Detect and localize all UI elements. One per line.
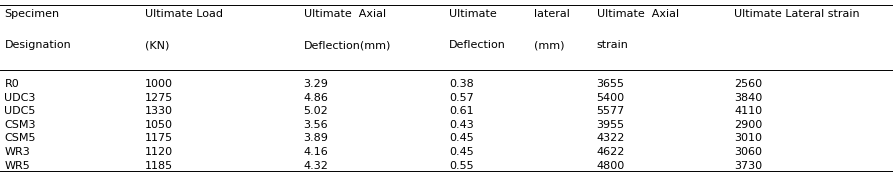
- Text: Designation: Designation: [4, 40, 71, 51]
- Text: 4322: 4322: [597, 133, 625, 143]
- Text: R0: R0: [4, 79, 20, 89]
- Text: 3010: 3010: [734, 133, 762, 143]
- Text: 3.29: 3.29: [304, 79, 329, 89]
- Text: 0.57: 0.57: [449, 93, 474, 103]
- Text: 3060: 3060: [734, 147, 762, 157]
- Text: 3.89: 3.89: [304, 133, 329, 143]
- Text: 1050: 1050: [145, 120, 172, 130]
- Text: 4.16: 4.16: [304, 147, 329, 157]
- Text: CSM5: CSM5: [4, 133, 36, 143]
- Text: (mm): (mm): [534, 40, 564, 51]
- Text: Ultimate: Ultimate: [449, 9, 497, 19]
- Text: 4.86: 4.86: [304, 93, 329, 103]
- Text: 5.02: 5.02: [304, 106, 329, 116]
- Text: Ultimate  Axial: Ultimate Axial: [304, 9, 386, 19]
- Text: 0.45: 0.45: [449, 147, 474, 157]
- Text: 3955: 3955: [597, 120, 624, 130]
- Text: 3655: 3655: [597, 79, 624, 89]
- Text: 4.32: 4.32: [304, 161, 329, 171]
- Text: 0.45: 0.45: [449, 133, 474, 143]
- Text: 4110: 4110: [734, 106, 762, 116]
- Text: 0.55: 0.55: [449, 161, 474, 171]
- Text: CSM3: CSM3: [4, 120, 36, 130]
- Text: 1275: 1275: [145, 93, 173, 103]
- Text: 5400: 5400: [597, 93, 624, 103]
- Text: 1175: 1175: [145, 133, 172, 143]
- Text: Deflection(mm): Deflection(mm): [304, 40, 391, 51]
- Text: 2900: 2900: [734, 120, 763, 130]
- Text: UDC3: UDC3: [4, 93, 36, 103]
- Text: 4800: 4800: [597, 161, 625, 171]
- Text: 3840: 3840: [734, 93, 763, 103]
- Text: 1330: 1330: [145, 106, 172, 116]
- Text: 4622: 4622: [597, 147, 625, 157]
- Text: 1185: 1185: [145, 161, 172, 171]
- Text: Specimen: Specimen: [4, 9, 60, 19]
- Text: lateral: lateral: [534, 9, 570, 19]
- Text: Ultimate Lateral strain: Ultimate Lateral strain: [734, 9, 860, 19]
- Text: 5577: 5577: [597, 106, 625, 116]
- Text: Ultimate Load: Ultimate Load: [145, 9, 222, 19]
- Text: 0.61: 0.61: [449, 106, 474, 116]
- Text: 0.38: 0.38: [449, 79, 474, 89]
- Text: WR5: WR5: [4, 161, 30, 171]
- Text: (KN): (KN): [145, 40, 169, 51]
- Text: 3730: 3730: [734, 161, 762, 171]
- Text: WR3: WR3: [4, 147, 30, 157]
- Text: 2560: 2560: [734, 79, 762, 89]
- Text: 1120: 1120: [145, 147, 172, 157]
- Text: 0.43: 0.43: [449, 120, 474, 130]
- Text: Deflection: Deflection: [449, 40, 506, 51]
- Text: Ultimate  Axial: Ultimate Axial: [597, 9, 679, 19]
- Text: 3.56: 3.56: [304, 120, 329, 130]
- Text: strain: strain: [597, 40, 629, 51]
- Text: UDC5: UDC5: [4, 106, 36, 116]
- Text: 1000: 1000: [145, 79, 172, 89]
